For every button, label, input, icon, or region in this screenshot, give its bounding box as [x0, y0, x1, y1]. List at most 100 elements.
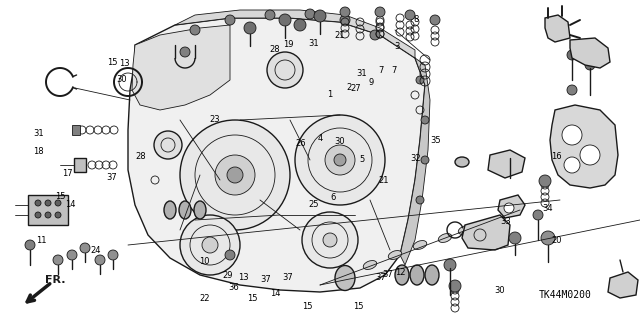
Circle shape — [564, 157, 580, 173]
Circle shape — [45, 212, 51, 218]
Circle shape — [215, 155, 255, 195]
Circle shape — [202, 237, 218, 253]
Text: 31: 31 — [356, 69, 367, 78]
Bar — [28, 195, 68, 225]
Circle shape — [45, 200, 51, 206]
Circle shape — [67, 250, 77, 260]
Circle shape — [314, 10, 326, 22]
Text: 8: 8 — [413, 15, 419, 24]
Text: 3: 3 — [394, 42, 399, 51]
Text: 9: 9 — [369, 78, 374, 87]
Circle shape — [421, 156, 429, 164]
Polygon shape — [498, 195, 525, 218]
Text: 33: 33 — [500, 217, 511, 226]
Circle shape — [533, 210, 543, 220]
Ellipse shape — [179, 201, 191, 219]
Polygon shape — [608, 272, 638, 298]
Circle shape — [190, 25, 200, 35]
Text: 37: 37 — [382, 270, 392, 279]
Text: 30: 30 — [116, 75, 127, 84]
Text: 21: 21 — [379, 176, 389, 185]
Text: 16: 16 — [552, 152, 562, 161]
Circle shape — [541, 231, 555, 245]
Text: 23: 23 — [209, 115, 220, 124]
Text: 10: 10 — [200, 257, 210, 266]
Text: 27: 27 — [351, 84, 361, 93]
Circle shape — [279, 14, 291, 26]
Circle shape — [35, 200, 41, 206]
Text: 28: 28 — [270, 45, 280, 54]
Circle shape — [580, 145, 600, 165]
Circle shape — [302, 212, 358, 268]
Ellipse shape — [438, 234, 452, 242]
Text: 13: 13 — [238, 273, 248, 282]
Ellipse shape — [458, 226, 472, 234]
Text: 12: 12 — [395, 268, 405, 277]
Circle shape — [25, 240, 35, 250]
Text: TK44M0200: TK44M0200 — [539, 290, 591, 300]
Text: 29: 29 — [222, 271, 232, 280]
Bar — [72, 125, 80, 135]
Ellipse shape — [455, 157, 469, 167]
Circle shape — [504, 203, 514, 213]
Circle shape — [55, 200, 61, 206]
Ellipse shape — [395, 265, 409, 285]
Bar — [74, 158, 86, 172]
Circle shape — [325, 145, 355, 175]
Text: 31: 31 — [308, 39, 319, 48]
Circle shape — [295, 115, 385, 205]
Circle shape — [267, 52, 303, 88]
Text: 32: 32 — [411, 154, 421, 163]
Text: 20: 20 — [552, 236, 562, 245]
Circle shape — [334, 154, 346, 166]
Text: 1: 1 — [327, 90, 332, 99]
Ellipse shape — [335, 265, 355, 291]
Text: 11: 11 — [36, 236, 47, 245]
Circle shape — [539, 175, 551, 187]
Polygon shape — [132, 25, 230, 110]
Ellipse shape — [164, 201, 176, 219]
Text: 24: 24 — [91, 246, 101, 255]
Circle shape — [180, 215, 240, 275]
Polygon shape — [462, 215, 510, 250]
Circle shape — [421, 116, 429, 124]
Text: 28: 28 — [136, 152, 146, 161]
Circle shape — [80, 243, 90, 253]
Text: 36: 36 — [228, 283, 239, 292]
Ellipse shape — [413, 241, 427, 249]
Text: 2: 2 — [346, 83, 351, 92]
Text: 31: 31 — [33, 130, 44, 138]
Circle shape — [225, 250, 235, 260]
Circle shape — [370, 30, 380, 40]
Text: 13: 13 — [120, 59, 130, 68]
Circle shape — [35, 212, 41, 218]
Circle shape — [323, 233, 337, 247]
Text: 6: 6 — [330, 193, 335, 202]
Text: 22: 22 — [200, 294, 210, 303]
Circle shape — [225, 15, 235, 25]
Text: 26: 26 — [296, 139, 306, 148]
Polygon shape — [400, 58, 430, 265]
Polygon shape — [550, 105, 618, 188]
Ellipse shape — [410, 265, 424, 285]
Circle shape — [509, 232, 521, 244]
Circle shape — [180, 120, 290, 230]
Circle shape — [405, 10, 415, 20]
Circle shape — [265, 10, 275, 20]
Circle shape — [416, 196, 424, 204]
Text: 37: 37 — [376, 273, 386, 282]
Circle shape — [585, 60, 595, 70]
Circle shape — [53, 255, 63, 265]
Circle shape — [108, 250, 118, 260]
Ellipse shape — [364, 261, 377, 270]
Text: 5: 5 — [359, 155, 364, 164]
Text: 37: 37 — [283, 273, 293, 282]
Ellipse shape — [194, 201, 206, 219]
Ellipse shape — [388, 250, 402, 259]
Text: 18: 18 — [33, 147, 44, 156]
Text: 15: 15 — [302, 302, 312, 311]
Text: 15: 15 — [56, 192, 66, 201]
Polygon shape — [488, 150, 525, 178]
Text: 15: 15 — [353, 302, 364, 311]
Circle shape — [375, 7, 385, 17]
